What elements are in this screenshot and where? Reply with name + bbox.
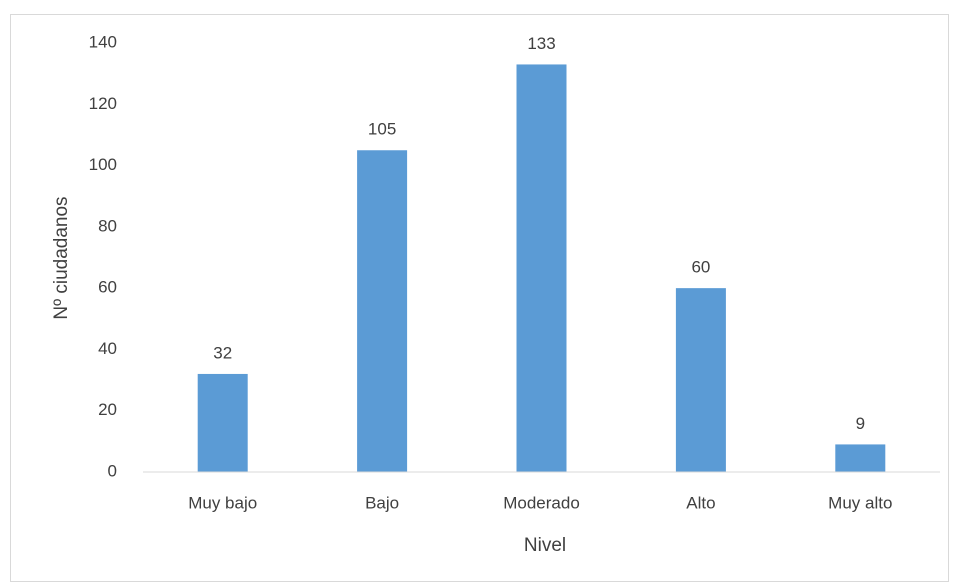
y-tick-label: 80 xyxy=(98,216,117,235)
y-tick-label: 20 xyxy=(98,400,117,419)
y-tick-label: 40 xyxy=(98,339,117,358)
bar xyxy=(357,150,408,472)
y-axis-label: Nº ciudadanos xyxy=(51,196,72,319)
chart-border xyxy=(10,14,949,582)
data-label: 60 xyxy=(691,258,710,277)
x-axis-label: Nivel xyxy=(524,535,566,556)
bar xyxy=(675,288,726,472)
x-tick-label: Muy bajo xyxy=(188,493,257,512)
x-tick-label: Bajo xyxy=(365,493,399,512)
data-label: 32 xyxy=(213,343,232,362)
data-label: 105 xyxy=(368,120,396,139)
bar xyxy=(197,373,248,472)
bar xyxy=(516,64,567,472)
y-tick-label: 60 xyxy=(98,278,117,297)
y-tick-label: 100 xyxy=(89,155,117,174)
data-label: 9 xyxy=(856,414,865,433)
bar xyxy=(835,444,886,472)
data-label: 133 xyxy=(527,34,555,53)
y-tick-label: 0 xyxy=(108,461,117,480)
y-tick-label: 140 xyxy=(89,32,117,51)
y-tick-label: 120 xyxy=(89,94,117,113)
x-tick-label: Alto xyxy=(686,493,715,512)
x-tick-label: Moderado xyxy=(503,493,580,512)
x-tick-label: Muy alto xyxy=(828,493,892,512)
